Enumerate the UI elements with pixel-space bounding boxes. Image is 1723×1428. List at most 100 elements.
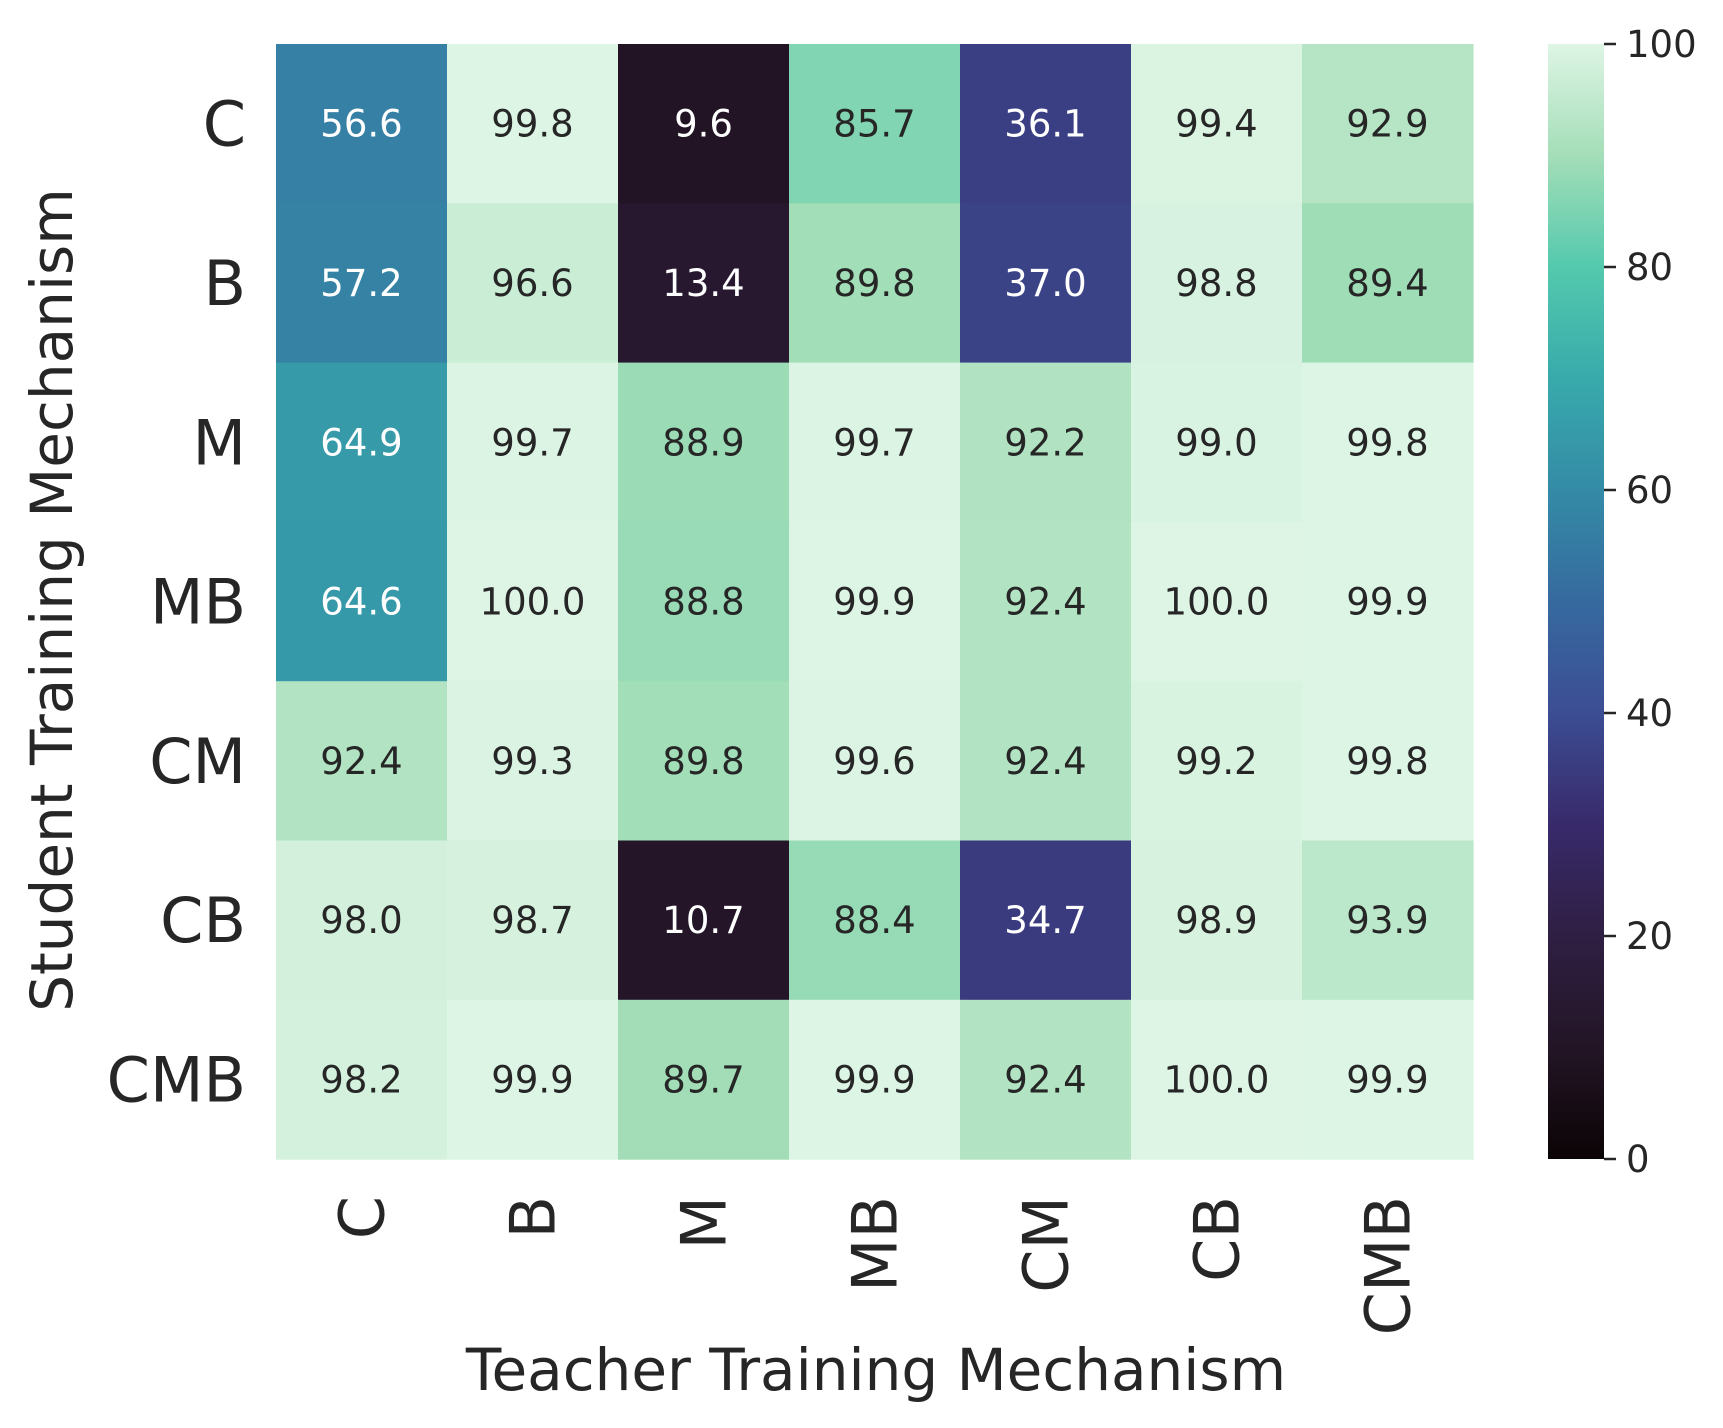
- heatmap-cell-r2-c4: [960, 362, 1132, 523]
- x-tick-label-cmb: CMB: [1352, 1196, 1425, 1335]
- cell-value-label-r0-c4: 36.1: [1004, 103, 1086, 146]
- cell-value-label-r3-c5: 100.0: [1164, 581, 1270, 624]
- cell-value-label-r1-c1: 96.6: [491, 262, 573, 305]
- colorbar-tick-label-60: 60: [1626, 469, 1673, 512]
- y-tick-label-cmb: CMB: [107, 1043, 246, 1116]
- heatmap-cell-r3-c1: [447, 521, 619, 682]
- x-tick-label-cm: CM: [1010, 1196, 1083, 1293]
- heatmap-cell-r4-c1: [447, 681, 619, 842]
- cell-value-label-r1-c6: 89.4: [1346, 262, 1428, 305]
- cell-value-labels: 56.6 99.8 9.6 85.7 36.1 99.4 92.9 57.2 96.6 13.4 8…: [320, 103, 1428, 1102]
- cell-value-label-r3-c6: 99.9: [1346, 581, 1428, 624]
- cell-value-label-r3-c0: 64.6: [320, 581, 402, 624]
- heatmap-cell-r0-c5: [1131, 44, 1303, 204]
- cell-value-label-r1-c3: 89.8: [833, 262, 915, 305]
- cell-value-label-r5-c2: 10.7: [662, 899, 744, 942]
- cell-value-label-r5-c1: 98.7: [491, 899, 573, 942]
- cell-value-label-r4-c4: 92.4: [1004, 740, 1086, 783]
- heatmap-cell-r1-c0: [276, 203, 448, 364]
- heatmap-cells: [276, 44, 1474, 1160]
- heatmap-cell-r3-c0: [276, 521, 448, 682]
- cell-value-label-r5-c3: 88.4: [833, 899, 915, 942]
- cell-value-label-r2-c5: 99.0: [1175, 421, 1257, 464]
- heatmap-cell-r3-c5: [1131, 521, 1303, 682]
- heatmap-cell-r6-c1: [447, 999, 619, 1160]
- heatmap-cell-r0-c2: [618, 44, 790, 204]
- cell-value-label-r4-c0: 92.4: [320, 740, 402, 783]
- y-tick-label-cm: CM: [149, 725, 246, 798]
- heatmap-cell-r5-c1: [447, 840, 619, 1001]
- heatmap-cell-r5-c6: [1302, 840, 1474, 1001]
- x-tick-label-c: C: [326, 1196, 399, 1239]
- cell-value-label-r0-c3: 85.7: [833, 103, 915, 146]
- cell-value-label-r5-c4: 34.7: [1004, 899, 1086, 942]
- heatmap-cell-r0-c3: [789, 44, 961, 204]
- heatmap-cell-r4-c3: [789, 681, 961, 842]
- heatmap-cell-r0-c6: [1302, 44, 1474, 204]
- x-tick-label-m: M: [668, 1196, 741, 1250]
- heatmap-cell-r1-c2: [618, 203, 790, 364]
- heatmap-cell-r1-c1: [447, 203, 619, 364]
- heatmap-cell-r2-c0: [276, 362, 448, 523]
- cell-value-label-r3-c1: 100.0: [480, 581, 586, 624]
- heatmap-cell-r2-c6: [1302, 362, 1474, 523]
- heatmap-cell-r6-c5: [1131, 999, 1303, 1160]
- colorbar-tick-label-100: 100: [1626, 23, 1697, 66]
- heatmap-cell-r2-c3: [789, 362, 961, 523]
- heatmap-cell-r4-c0: [276, 681, 448, 842]
- y-axis-label: Student Training Mechanism: [18, 188, 86, 1012]
- heatmap-cell-r0-c0: [276, 44, 448, 204]
- cell-value-label-r1-c4: 37.0: [1004, 262, 1086, 305]
- heatmap-cell-r1-c5: [1131, 203, 1303, 364]
- cell-value-label-r3-c3: 99.9: [833, 581, 915, 624]
- cell-value-label-r6-c1: 99.9: [491, 1058, 573, 1101]
- heatmap-cell-r4-c6: [1302, 681, 1474, 842]
- heatmap-cell-r5-c2: [618, 840, 790, 1001]
- heatmap-cell-r1-c3: [789, 203, 961, 364]
- x-tick-label-b: B: [497, 1196, 570, 1239]
- cell-value-label-r6-c4: 92.4: [1004, 1058, 1086, 1101]
- x-tick-label-cb: CB: [1181, 1196, 1254, 1282]
- cell-value-label-r4-c3: 99.6: [833, 740, 915, 783]
- colorbar-tick-label-40: 40: [1626, 692, 1673, 735]
- heatmap-cell-r5-c0: [276, 840, 448, 1001]
- cell-value-label-r6-c2: 89.7: [662, 1058, 744, 1101]
- x-tick-labels: C B M MB CM CB CMB: [326, 1196, 1425, 1335]
- cell-value-label-r5-c5: 98.9: [1175, 899, 1257, 942]
- cell-value-label-r3-c2: 88.8: [662, 581, 744, 624]
- cell-value-label-r0-c2: 9.6: [674, 103, 733, 146]
- cell-value-label-r4-c6: 99.8: [1346, 740, 1428, 783]
- cell-value-label-r2-c6: 99.8: [1346, 421, 1428, 464]
- y-tick-label-c: C: [203, 88, 246, 161]
- x-axis-label: Teacher Training Mechanism: [465, 1336, 1286, 1404]
- x-tick-label-mb: MB: [839, 1196, 912, 1292]
- cell-value-label-r5-c0: 98.0: [320, 899, 402, 942]
- cell-value-label-r0-c0: 56.6: [320, 103, 402, 146]
- cell-value-label-r1-c0: 57.2: [320, 262, 402, 305]
- heatmap-cell-r4-c5: [1131, 681, 1303, 842]
- heatmap-cell-r6-c3: [789, 999, 961, 1160]
- heatmap-cell-r4-c4: [960, 681, 1132, 842]
- heatmap-cell-r4-c2: [618, 681, 790, 842]
- colorbar: [1548, 44, 1604, 1159]
- heatmap-cell-r0-c4: [960, 44, 1132, 204]
- cell-value-label-r0-c5: 99.4: [1175, 103, 1257, 146]
- colorbar-tick-label-20: 20: [1626, 915, 1673, 958]
- cell-value-label-r2-c0: 64.9: [320, 421, 402, 464]
- heatmap-cell-r2-c2: [618, 362, 790, 523]
- cell-value-label-r6-c6: 99.9: [1346, 1058, 1428, 1101]
- heatmap-cell-r6-c6: [1302, 999, 1474, 1160]
- cell-value-label-r4-c1: 99.3: [491, 740, 573, 783]
- heatmap-cell-r5-c5: [1131, 840, 1303, 1001]
- cell-value-label-r2-c1: 99.7: [491, 421, 573, 464]
- cell-value-label-r2-c2: 88.9: [662, 421, 744, 464]
- heatmap-cell-r5-c4: [960, 840, 1132, 1001]
- cell-value-label-r4-c2: 89.8: [662, 740, 744, 783]
- heatmap-cell-r6-c0: [276, 999, 448, 1160]
- heatmap-cell-r3-c6: [1302, 521, 1474, 682]
- heatmap-cell-r0-c1: [447, 44, 619, 204]
- colorbar-tick-label-80: 80: [1626, 246, 1673, 289]
- cell-value-label-r4-c5: 99.2: [1175, 740, 1257, 783]
- y-tick-label-cb: CB: [160, 884, 246, 957]
- y-tick-label-m: M: [193, 406, 247, 479]
